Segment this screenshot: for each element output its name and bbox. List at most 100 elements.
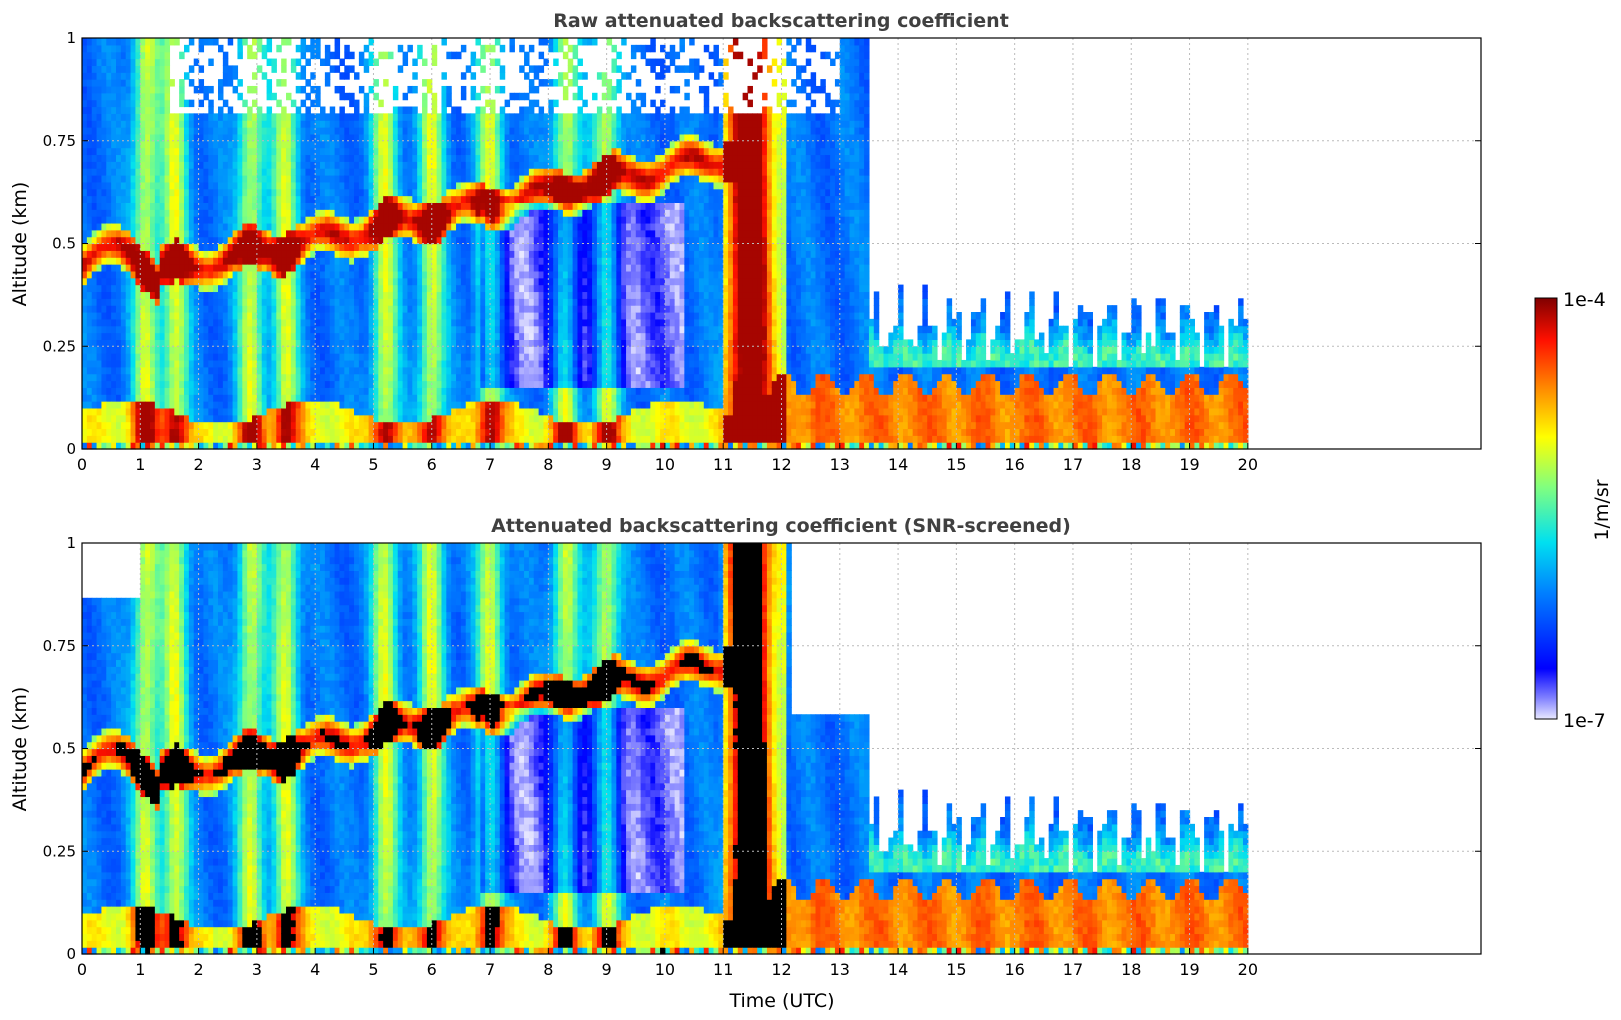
heatmap-cell (354, 359, 360, 368)
heatmap-cell (227, 291, 234, 299)
heatmap-cell (295, 305, 302, 313)
heatmap-cell (82, 195, 88, 203)
heatmap-cell (412, 312, 418, 320)
heatmap-cell (358, 250, 365, 258)
heatmap-cell (252, 236, 258, 245)
heatmap-cell (334, 414, 341, 423)
heatmap-cell (490, 339, 496, 347)
heatmap-cell (145, 140, 151, 149)
heatmap-cell (91, 140, 98, 149)
heatmap-cell (281, 161, 287, 169)
heatmap-cell (86, 264, 93, 272)
heatmap-cell (358, 394, 365, 402)
heatmap-cell (451, 250, 457, 258)
heatmap-cell (349, 277, 355, 286)
heatmap-cell (528, 359, 535, 368)
heatmap-cell (422, 325, 428, 334)
heatmap-cell (441, 38, 447, 46)
heatmap-cell (290, 421, 297, 430)
heatmap-cell (490, 277, 496, 286)
heatmap-cell (188, 65, 195, 73)
heatmap-cell (174, 133, 180, 142)
heatmap-cell (373, 339, 379, 347)
heatmap-cell (130, 133, 137, 142)
heatmap-cell (247, 181, 253, 190)
heatmap-cell (514, 394, 520, 402)
heatmap-cell (164, 277, 171, 286)
heatmap-cell (169, 387, 175, 395)
heatmap-cell (456, 428, 462, 436)
heatmap-cell (140, 202, 146, 210)
heatmap-cell (276, 250, 282, 258)
heatmap-cell (528, 387, 535, 395)
heatmap-cell (519, 407, 525, 416)
heatmap-cell (373, 414, 379, 423)
heatmap-cell (232, 72, 239, 80)
heatmap-cell (397, 325, 404, 334)
heatmap-cell (490, 133, 496, 142)
heatmap-cell (494, 298, 501, 306)
heatmap-cell (101, 421, 107, 430)
heatmap-cell (354, 305, 360, 313)
heatmap-cell (159, 216, 166, 224)
heatmap-cell (218, 339, 224, 347)
heatmap-cell (242, 175, 248, 183)
heatmap-cell (145, 113, 151, 121)
heatmap-cell (179, 428, 185, 436)
heatmap-cell (310, 236, 316, 245)
heatmap-cell (470, 332, 477, 340)
heatmap-cell (431, 181, 438, 190)
heatmap-cell (295, 264, 302, 272)
heatmap-cell (96, 79, 103, 87)
heatmap-cell (451, 421, 457, 430)
heatmap-cell (120, 243, 127, 251)
heatmap-cell (179, 216, 185, 224)
heatmap-cell (494, 332, 501, 340)
heatmap-cell (378, 229, 384, 238)
heatmap-cell (363, 188, 370, 197)
heatmap-cell (135, 332, 141, 340)
heatmap-cell (227, 133, 234, 142)
heatmap-cell (378, 250, 384, 258)
heatmap-cell (86, 339, 93, 347)
heatmap-cell (392, 106, 399, 114)
heatmap-cell (208, 222, 214, 231)
heatmap-cell (524, 421, 530, 430)
heatmap-cell (358, 113, 365, 121)
heatmap-cell (339, 373, 345, 382)
heatmap-cell (334, 133, 341, 142)
heatmap-cell (412, 359, 418, 368)
heatmap-cell (213, 298, 219, 306)
heatmap-cell (451, 312, 457, 320)
heatmap-cell (524, 284, 530, 293)
heatmap-cell (184, 99, 190, 108)
heatmap-cell (397, 147, 404, 156)
heatmap-cell (383, 270, 389, 279)
heatmap-cell (446, 243, 452, 251)
heatmap-cell (441, 339, 447, 347)
heatmap-cell (247, 188, 253, 197)
heatmap-cell (490, 270, 496, 279)
heatmap-cell (320, 175, 326, 183)
heatmap-cell (402, 414, 409, 423)
heatmap-cell (232, 407, 239, 416)
heatmap-cell (368, 209, 375, 217)
heatmap-cell (266, 277, 273, 286)
heatmap-cell (96, 373, 103, 382)
heatmap-cell (237, 380, 243, 388)
heatmap-cell (378, 195, 384, 203)
heatmap-cell (456, 175, 462, 183)
heatmap-cell (86, 277, 93, 286)
heatmap-cell (494, 154, 501, 162)
heatmap-cell (441, 188, 447, 197)
heatmap-cell (179, 312, 185, 320)
heatmap-cell (101, 250, 107, 258)
heatmap-cell (222, 216, 229, 224)
heatmap-cell (213, 394, 219, 402)
heatmap-cell (431, 140, 438, 149)
heatmap-cell (378, 428, 384, 436)
heatmap-cell (111, 257, 117, 265)
heatmap-cell (130, 442, 137, 450)
heatmap-cell (426, 264, 433, 272)
heatmap-cell (514, 435, 520, 443)
